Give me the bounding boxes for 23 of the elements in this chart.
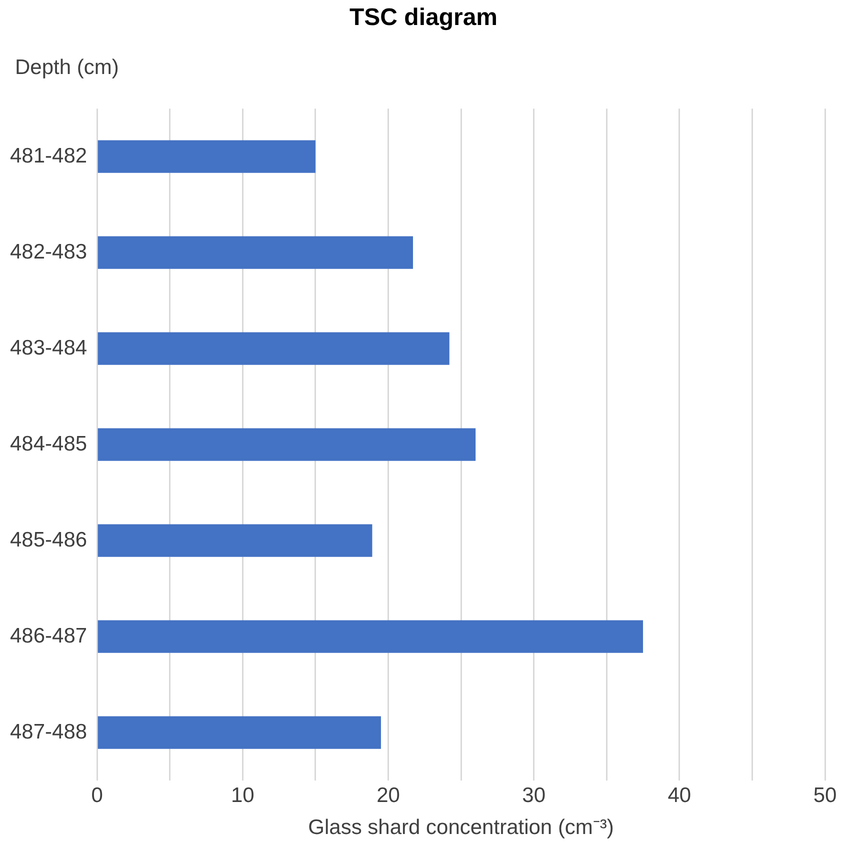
bar (98, 428, 476, 461)
bar (98, 524, 372, 557)
bar (98, 140, 316, 173)
bar (98, 716, 381, 749)
y-axis-title: Depth (cm) (15, 56, 119, 80)
x-tick-label: 10 (230, 784, 254, 807)
y-tick-label: 487-488 (10, 720, 88, 744)
y-tick-label: 481-482 (10, 144, 88, 168)
x-tick-label: 20 (376, 784, 400, 807)
y-tick-label: 484-485 (10, 432, 88, 456)
x-tick-label: 40 (668, 784, 692, 807)
y-tick-label: 486-487 (10, 624, 88, 648)
y-tick-label: 483-484 (10, 336, 88, 360)
bar (98, 236, 413, 269)
x-tick-label: 0 (91, 784, 103, 807)
y-tick-label: 485-486 (10, 528, 88, 552)
bar (98, 332, 450, 365)
x-axis-title: Glass shard concentration (cm⁻³) (308, 816, 614, 840)
y-tick-label: 482-483 (10, 240, 88, 264)
bar (98, 620, 644, 653)
x-tick-label: 50 (813, 784, 837, 807)
x-tick-label: 30 (522, 784, 546, 807)
chart-title: TSC diagram (348, 4, 499, 32)
